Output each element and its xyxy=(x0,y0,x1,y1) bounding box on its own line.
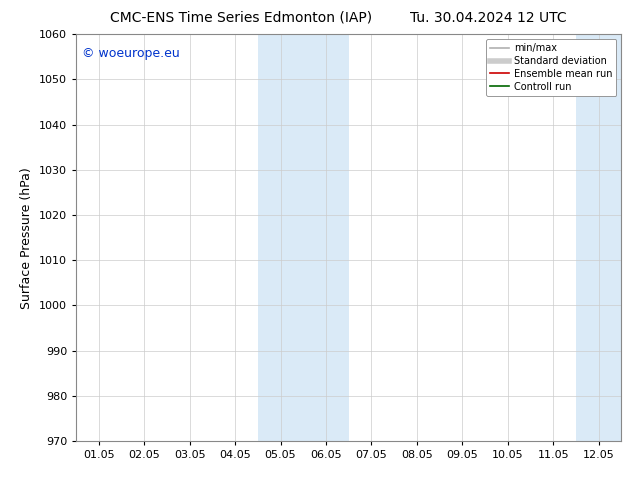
Text: CMC-ENS Time Series Edmonton (IAP): CMC-ENS Time Series Edmonton (IAP) xyxy=(110,11,372,25)
Text: © woeurope.eu: © woeurope.eu xyxy=(82,47,179,59)
Text: Tu. 30.04.2024 12 UTC: Tu. 30.04.2024 12 UTC xyxy=(410,11,567,25)
Bar xyxy=(576,34,621,441)
Legend: min/max, Standard deviation, Ensemble mean run, Controll run: min/max, Standard deviation, Ensemble me… xyxy=(486,39,616,96)
Y-axis label: Surface Pressure (hPa): Surface Pressure (hPa) xyxy=(20,167,34,309)
Bar xyxy=(258,34,349,441)
